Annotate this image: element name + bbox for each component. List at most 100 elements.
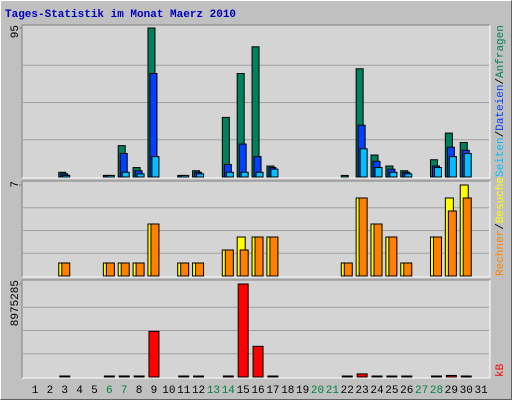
bar <box>448 156 457 178</box>
bar <box>121 171 130 178</box>
bar <box>133 375 145 378</box>
x-tick-label: 15 <box>237 385 250 397</box>
bar <box>225 171 234 178</box>
x-tick-label: 18 <box>281 385 294 397</box>
bar <box>222 375 234 378</box>
x-tick-label: 3 <box>61 385 68 397</box>
x-tick-label: 14 <box>222 385 236 397</box>
x-tick-label: 6 <box>106 385 113 397</box>
x-tick-label: 25 <box>385 385 398 397</box>
bar <box>371 375 383 378</box>
bar <box>224 249 234 277</box>
x-tick-label: 22 <box>341 385 354 397</box>
legend-entry: Besuche <box>495 177 507 223</box>
bar <box>181 174 190 178</box>
bar <box>386 375 398 378</box>
legend-entry: Seiten <box>495 137 507 177</box>
bar <box>430 375 442 378</box>
panel-bevel <box>21 24 490 178</box>
bar <box>269 236 279 277</box>
x-tick-label: 27 <box>415 385 428 397</box>
bar <box>196 173 205 178</box>
y-tick-label: 95 <box>10 25 22 38</box>
bar <box>462 197 472 277</box>
x-tick-label: 24 <box>370 385 384 397</box>
bar <box>255 171 264 178</box>
x-tick-label: 5 <box>91 385 98 397</box>
legend-entry: Rechner <box>495 230 507 276</box>
legend-entry: kB <box>495 363 507 377</box>
bar <box>178 375 190 378</box>
x-tick-label: 11 <box>177 385 191 397</box>
legend-separator: / <box>495 131 507 138</box>
bar <box>433 167 442 178</box>
x-tick-label: 4 <box>76 385 83 397</box>
bar <box>252 345 264 378</box>
bar <box>106 174 115 178</box>
bar <box>61 262 71 277</box>
bar <box>136 173 145 178</box>
panel-bevel <box>22 280 491 379</box>
x-tick-label: 28 <box>430 385 443 397</box>
bar <box>103 375 115 378</box>
x-tick-label: 10 <box>162 385 175 397</box>
x-tick-label: 26 <box>400 385 413 397</box>
x-tick-label: 29 <box>445 385 458 397</box>
bar <box>343 262 353 277</box>
bar <box>193 375 205 378</box>
panel-bevel <box>22 181 491 278</box>
x-tick-label: 30 <box>460 385 473 397</box>
bar <box>118 375 130 378</box>
bar <box>105 262 115 277</box>
bar <box>401 375 413 378</box>
bar <box>388 236 398 277</box>
bar <box>254 236 264 277</box>
bar <box>389 171 398 178</box>
x-tick-label: 13 <box>207 385 220 397</box>
bar <box>358 197 368 277</box>
x-tick-label: 2 <box>47 385 54 397</box>
bar <box>148 330 160 378</box>
x-tick-label: 17 <box>266 385 279 397</box>
x-tick-label: 9 <box>151 385 158 397</box>
bar <box>463 152 472 178</box>
bar <box>59 375 71 378</box>
x-tick-label: 12 <box>192 385 205 397</box>
bar <box>356 373 368 378</box>
y-tick-label: 7 <box>10 181 22 188</box>
legend-separator: / <box>495 78 507 85</box>
legend: kB <box>495 363 507 377</box>
bar <box>180 262 190 277</box>
bar <box>270 168 279 178</box>
x-tick-label: 21 <box>326 385 340 397</box>
y-tick-label: 8975285 <box>10 280 22 326</box>
bar <box>460 375 472 378</box>
bar <box>239 249 249 277</box>
chart-title: Tages-Statistik im Monat Maerz 2010 <box>5 9 236 21</box>
x-tick-label: 1 <box>32 385 39 397</box>
bar <box>267 375 279 378</box>
legend-entry: Anfragen <box>495 25 507 78</box>
bar <box>62 174 71 178</box>
panel-bevel <box>22 25 491 179</box>
x-tick-label: 20 <box>311 385 324 397</box>
x-tick-label: 16 <box>251 385 264 397</box>
bar <box>150 223 160 277</box>
bar <box>340 174 349 178</box>
bar <box>403 262 413 277</box>
legend: Rechner/Besuche <box>495 177 507 276</box>
x-tick-label: 23 <box>356 385 369 397</box>
bar <box>359 148 368 178</box>
bar <box>432 236 442 277</box>
bar <box>237 283 249 378</box>
x-tick-label: 8 <box>136 385 143 397</box>
bar <box>445 374 457 378</box>
panel-bevel <box>21 279 490 378</box>
legend-separator: / <box>495 223 507 230</box>
bar <box>135 262 145 277</box>
bar <box>373 223 383 277</box>
bar <box>341 375 353 378</box>
legend: Seiten/Dateien/Anfragen <box>495 25 507 177</box>
